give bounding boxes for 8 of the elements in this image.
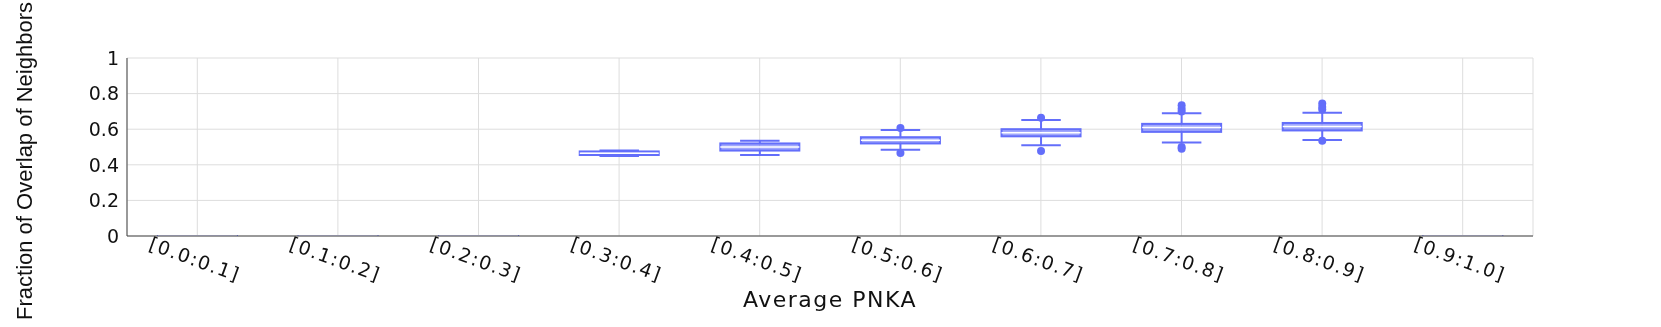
- y-tick-label: 0.2: [88, 189, 119, 212]
- y-tick-label: 1: [106, 46, 119, 69]
- x-axis-title: Average PNKA: [742, 287, 918, 312]
- y-tick-label: 0.4: [88, 153, 119, 176]
- y-axis-title: Fraction of Overlap of Neighbors: [12, 1, 38, 320]
- y-tick-label: 0.6: [88, 117, 119, 140]
- y-tick-label: 0.8: [88, 82, 119, 105]
- y-tick-label: 0: [106, 224, 119, 247]
